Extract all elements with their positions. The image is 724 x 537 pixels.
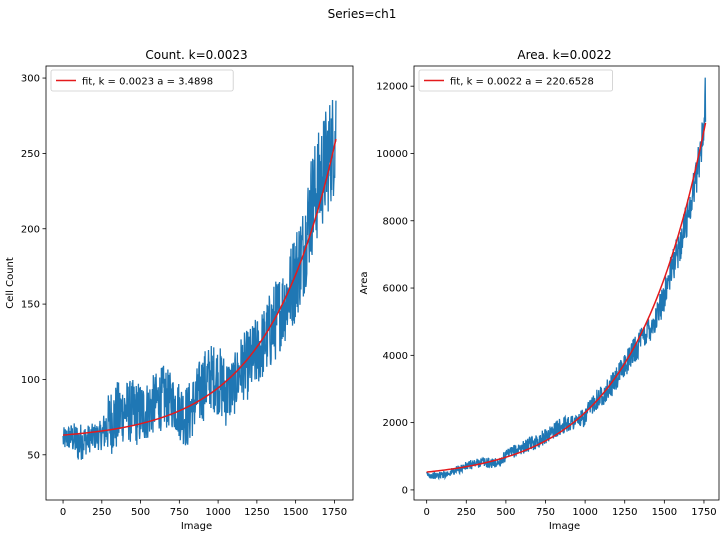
area-plot-fit-curve xyxy=(426,122,707,473)
area-plot: Area. k=0.0022 Image Area 0 250 500 750 1000… xyxy=(359,48,720,532)
count-plot-ytick-label: 150 xyxy=(21,300,40,311)
area-plot-legend-box xyxy=(418,69,614,92)
count-plot-axes-frame xyxy=(45,65,354,501)
area-plot-title: Area. k=0.0022 xyxy=(517,48,611,62)
area-plot-axes-frame xyxy=(413,65,720,501)
count-plot-ytick-label: 100 xyxy=(21,375,40,386)
area-plot-xtick-label: 500 xyxy=(496,507,515,518)
area-plot-ytick-label: 4000 xyxy=(383,351,408,362)
count-plot-data-series xyxy=(62,99,337,460)
count-plot-legend-box xyxy=(50,69,234,92)
count-plot-xtick-label: 1500 xyxy=(283,507,308,518)
area-plot-ylabel: Area xyxy=(359,271,370,294)
count-plot-xtick-label: 1000 xyxy=(205,507,230,518)
area-plot-ytick-label: 10000 xyxy=(376,149,408,160)
count-plot-ylabel: Cell Count xyxy=(5,257,16,309)
count-plot-fit-curve xyxy=(62,138,337,436)
area-plot-xtick-label: 1500 xyxy=(652,507,677,518)
area-plot-legend: fit, k = 0.0022 a = 220.6528 xyxy=(418,69,614,92)
area-plot-ytick-label: 12000 xyxy=(376,82,408,93)
count-plot-xtick-label: 500 xyxy=(131,507,150,518)
area-plot-xtick-label: 750 xyxy=(536,507,555,518)
area-plot-legend-label: fit, k = 0.0022 a = 220.6528 xyxy=(450,77,594,88)
count-plot-ytick-label: 250 xyxy=(21,149,40,160)
count-plot-legend-label: fit, k = 0.0023 a = 3.4898 xyxy=(82,77,213,88)
area-plot-xtick-label: 250 xyxy=(457,507,476,518)
area-plot-ytick-label: 2000 xyxy=(383,418,408,429)
figure-suptitle: Series=ch1 xyxy=(328,7,397,21)
count-plot-xtick-label: 250 xyxy=(92,507,111,518)
area-plot-ytick-label: 8000 xyxy=(383,216,408,227)
count-plot-xtick-label: 1750 xyxy=(322,507,347,518)
count-plot-ytick-label: 50 xyxy=(27,450,40,461)
count-plot-title: Count. k=0.0023 xyxy=(145,48,247,62)
count-plot: Count. k=0.0023 Image Cell Count 0 250 500… xyxy=(5,48,354,532)
area-plot-xtick-label: 1250 xyxy=(612,507,637,518)
count-plot-xtick-label: 1250 xyxy=(244,507,269,518)
count-plot-xlabel: Image xyxy=(181,521,212,532)
count-plot-xtick-label: 0 xyxy=(60,507,66,518)
area-plot-xtick-label: 0 xyxy=(423,507,429,518)
area-plot-ytick-label: 0 xyxy=(402,485,408,496)
count-plot-legend: fit, k = 0.0023 a = 3.4898 xyxy=(50,69,234,92)
count-plot-ytick-label: 300 xyxy=(21,74,40,85)
area-plot-xlabel: Image xyxy=(549,521,580,532)
count-plot-ytick-label: 200 xyxy=(21,224,40,235)
area-plot-xtick-label: 1750 xyxy=(691,507,716,518)
area-plot-ytick-label: 6000 xyxy=(383,284,408,295)
area-plot-xtick-label: 1000 xyxy=(572,507,597,518)
count-plot-xtick-label: 750 xyxy=(170,507,189,518)
